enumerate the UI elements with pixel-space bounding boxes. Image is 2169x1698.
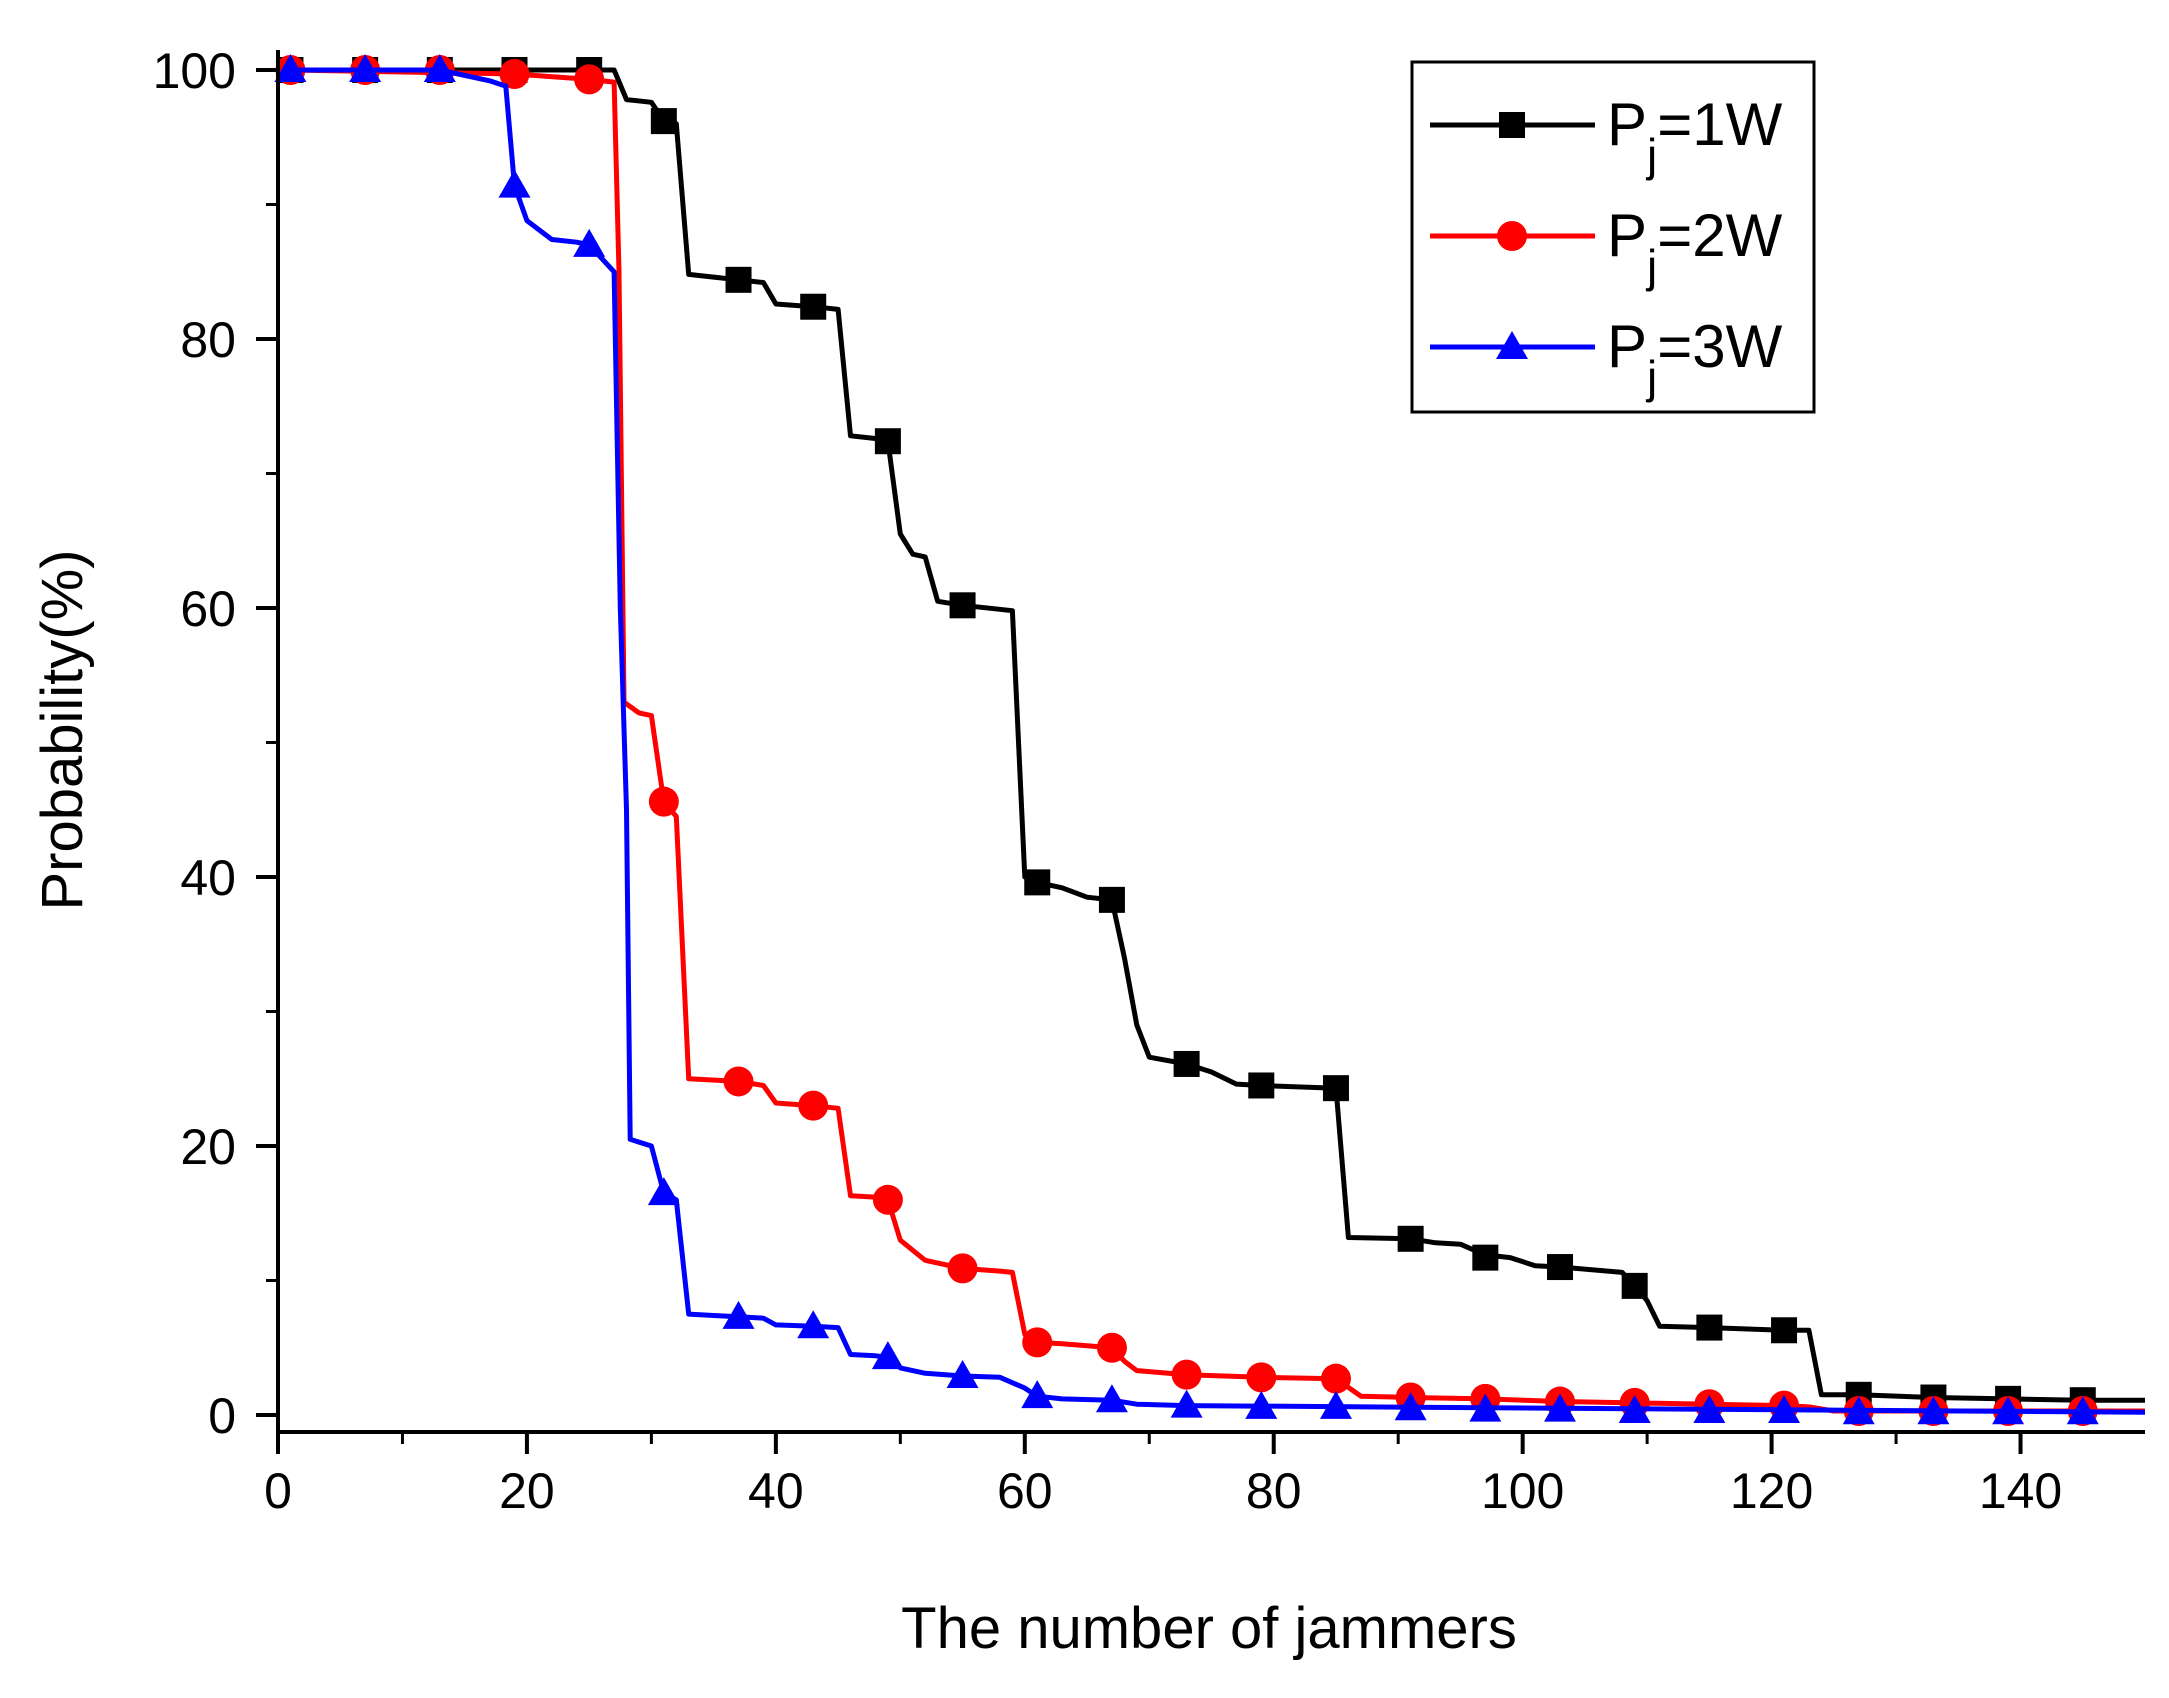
plot-area: [274, 54, 2146, 1426]
data-point: [1319, 1390, 1352, 1419]
x-tick-label: 0: [264, 1463, 292, 1519]
data-point: [723, 1066, 754, 1097]
data-point: [650, 108, 677, 135]
data-point: [573, 228, 606, 257]
data-point: [1917, 1396, 1950, 1425]
legend-label: Pj=3W: [1607, 313, 1783, 403]
x-tick-label: 140: [1979, 1463, 2062, 1519]
x-tick-label: 60: [997, 1463, 1053, 1519]
data-point: [2066, 1396, 2099, 1425]
data-point: [949, 592, 976, 619]
legend-entry-1: Pj=1W: [1430, 91, 1783, 181]
series-2: [275, 55, 2145, 1426]
data-point: [574, 64, 605, 95]
legend-label: Pj=1W: [1607, 91, 1783, 181]
data-point: [1095, 1384, 1128, 1413]
x-tick-label: 80: [1246, 1463, 1302, 1519]
data-point: [1248, 1072, 1275, 1099]
legend-label: Pj=2W: [1607, 202, 1783, 292]
data-point: [1696, 1314, 1723, 1341]
data-point: [1771, 1317, 1798, 1344]
data-point: [722, 1300, 755, 1329]
data-point: [1693, 1394, 1726, 1423]
data-point: [1173, 1050, 1200, 1077]
data-point: [874, 428, 901, 455]
legend-entry-3: Pj=3W: [1430, 313, 1783, 403]
legend-marker: [1496, 331, 1528, 359]
legend: Pj=1W Pj=2W Pj=3W: [1410, 60, 1816, 414]
data-point: [349, 54, 382, 82]
data-point: [1992, 1396, 2025, 1425]
x-tick-label: 100: [1481, 1463, 1564, 1519]
y-tick-label: 40: [180, 850, 236, 906]
data-point: [1544, 1393, 1577, 1422]
legend-entry-2: Pj=2W: [1430, 202, 1783, 292]
data-point: [499, 59, 530, 90]
data-point: [1469, 1393, 1502, 1422]
series-line: [290, 67, 2145, 1403]
y-tick-label: 20: [180, 1119, 236, 1175]
data-point: [1547, 1254, 1574, 1281]
data-point: [647, 1177, 680, 1206]
x-tick-label: 20: [499, 1463, 555, 1519]
data-point: [1024, 869, 1051, 896]
data-point: [947, 1253, 978, 1284]
series-line: [290, 67, 2146, 1415]
data-point: [274, 54, 307, 82]
data-point: [1096, 1332, 1127, 1363]
data-point: [1022, 1327, 1053, 1358]
y-tick-label: 80: [180, 312, 236, 368]
data-point: [872, 1184, 903, 1215]
data-point: [1098, 886, 1125, 913]
data-point: [1394, 1392, 1427, 1421]
data-point: [1322, 1075, 1349, 1102]
y-tick-label: 0: [208, 1388, 236, 1444]
data-point: [1621, 1272, 1648, 1299]
data-point: [1472, 1244, 1499, 1271]
data-point: [725, 266, 752, 293]
data-point: [1245, 1390, 1278, 1419]
x-tick-label: 40: [748, 1463, 804, 1519]
data-point: [1397, 1225, 1424, 1252]
data-point: [798, 1090, 829, 1121]
data-point: [1618, 1394, 1651, 1423]
x-tick-label: 120: [1730, 1463, 1813, 1519]
y-axis-label: Probability(%): [30, 550, 95, 911]
data-point: [648, 786, 679, 817]
data-point: [1170, 1389, 1203, 1418]
legend-marker: [1499, 112, 1525, 138]
series-3: [274, 54, 2146, 1425]
x-axis-label: The number of jammers: [901, 1596, 1517, 1661]
data-point: [1171, 1359, 1202, 1390]
data-point: [1768, 1394, 1801, 1423]
legend-marker: [1497, 221, 1527, 251]
data-point: [800, 293, 827, 320]
data-point: [1320, 1363, 1351, 1394]
axes: 0 20 40 60 80 100 120 140 0 20 40 60 80 100: [153, 43, 2145, 1519]
y-tick-label: 100: [153, 43, 236, 99]
series-line: [290, 67, 2145, 1414]
y-tick-label: 60: [180, 581, 236, 637]
data-point: [797, 1310, 830, 1339]
data-point: [946, 1359, 979, 1388]
data-point: [1021, 1380, 1054, 1409]
data-point: [423, 54, 456, 82]
series-1: [277, 57, 2145, 1414]
data-point: [1842, 1396, 1875, 1425]
data-point: [1246, 1362, 1277, 1393]
data-point: [498, 169, 531, 198]
data-point: [871, 1341, 904, 1370]
